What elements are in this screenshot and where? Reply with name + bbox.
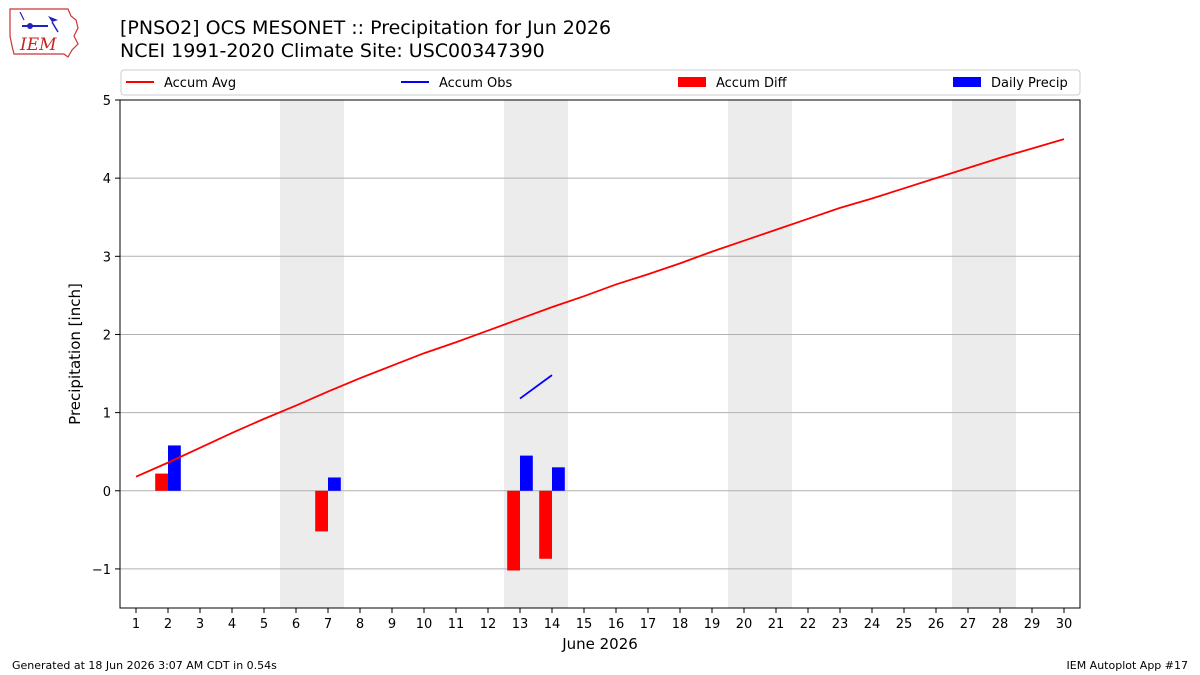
x-tick-label-16: 16 — [608, 617, 625, 632]
y-tick-label-3: 3 — [103, 250, 111, 265]
x-tick-label-11: 11 — [448, 617, 465, 632]
daily-precip-bar-day-14 — [552, 467, 565, 491]
x-tick-label-17: 17 — [640, 617, 657, 632]
x-tick-label-21: 21 — [768, 617, 785, 632]
x-tick-label-18: 18 — [672, 617, 689, 632]
line-series — [135, 138, 1065, 478]
x-tick-label-24: 24 — [864, 617, 881, 632]
legend-swatch-daily-precip — [953, 77, 981, 87]
plot-frame — [119, 99, 1081, 609]
weekend-band-3 — [728, 100, 792, 608]
x-tick-label-29: 29 — [1024, 617, 1041, 632]
accum-obs-line — [519, 374, 553, 400]
y-axis-label: Precipitation [inch] — [66, 283, 84, 425]
accum-diff-bar-day-7 — [315, 490, 328, 532]
weekend-band-4 — [952, 100, 1016, 608]
x-tick-label-13: 13 — [512, 617, 529, 632]
iem-iowa-logo-icon: IEM — [9, 8, 79, 58]
accum-diff-bar-day-2 — [155, 473, 168, 491]
x-tick-label-8: 8 — [356, 617, 364, 632]
x-tick-label-4: 4 — [228, 617, 236, 632]
accum-diff-bar-day-13 — [507, 490, 520, 571]
y-tick-label-1: 1 — [103, 407, 111, 422]
legend-label-daily-precip: Daily Precip — [991, 76, 1068, 91]
legend-label-accum-diff: Accum Diff — [716, 76, 788, 91]
footer-app-text: IEM Autoplot App #17 — [1066, 659, 1189, 672]
x-tick-label-19: 19 — [704, 617, 721, 632]
y-tick-label--1: −1 — [92, 563, 111, 578]
x-tick-label-2: 2 — [164, 617, 172, 632]
legend-box — [120, 69, 1081, 96]
logo-text: IEM — [19, 35, 57, 55]
footer-generated-text: Generated at 18 Jun 2026 3:07 AM CDT in … — [12, 659, 277, 672]
x-tick-label-27: 27 — [960, 617, 977, 632]
daily-precip-bar-day-7 — [328, 477, 341, 491]
accum-diff-bar-day-14 — [539, 490, 552, 559]
x-tick-label-23: 23 — [832, 617, 849, 632]
legend-label-accum-avg: Accum Avg — [164, 76, 236, 91]
x-tick-label-28: 28 — [992, 617, 1009, 632]
x-tick-label-1: 1 — [132, 617, 140, 632]
x-tick-label-3: 3 — [196, 617, 204, 632]
axis-ticks: 1 2 3 4 5 6 7 8 9 10 11 12 13 14 15 16 17 18 19 20 21 22 23 24 2… — [92, 94, 1072, 632]
daily-precip-bar-day-2 — [168, 445, 181, 491]
daily-precip-bar-day-13 — [520, 455, 533, 491]
x-tick-label-10: 10 — [416, 617, 433, 632]
y-tick-label-0: 0 — [103, 485, 111, 500]
legend-swatch-accum-diff — [678, 77, 706, 87]
x-tick-label-12: 12 — [480, 617, 497, 632]
horizontal-gridlines — [120, 99, 1080, 570]
legend-label-accum-obs: Accum Obs — [439, 76, 512, 91]
x-tick-label-26: 26 — [928, 617, 945, 632]
y-tick-label-4: 4 — [103, 172, 111, 187]
x-tick-label-14: 14 — [544, 617, 561, 632]
accum-avg-line — [135, 138, 1065, 478]
x-tick-label-20: 20 — [736, 617, 753, 632]
chart-title: [PNSO2] OCS MESONET :: Precipitation for… — [120, 17, 612, 39]
x-tick-label-5: 5 — [260, 617, 268, 632]
x-tick-label-7: 7 — [324, 617, 332, 632]
x-tick-label-22: 22 — [800, 617, 817, 632]
x-axis-label: June 2026 — [561, 635, 638, 653]
legend: Accum Avg Accum Obs Accum Diff Daily Precip — [120, 69, 1081, 96]
x-tick-label-9: 9 — [388, 617, 396, 632]
y-tick-label-5: 5 — [103, 94, 111, 109]
x-tick-label-6: 6 — [292, 617, 300, 632]
y-tick-label-2: 2 — [103, 328, 111, 343]
x-tick-label-25: 25 — [896, 617, 913, 632]
weekend-band-1 — [280, 100, 344, 608]
x-tick-label-30: 30 — [1056, 617, 1073, 632]
chart-subtitle: NCEI 1991-2020 Climate Site: USC00347390 — [120, 40, 545, 62]
x-tick-label-15: 15 — [576, 617, 593, 632]
weekend-shading — [280, 100, 1016, 608]
bar-marks — [155, 445, 565, 571]
